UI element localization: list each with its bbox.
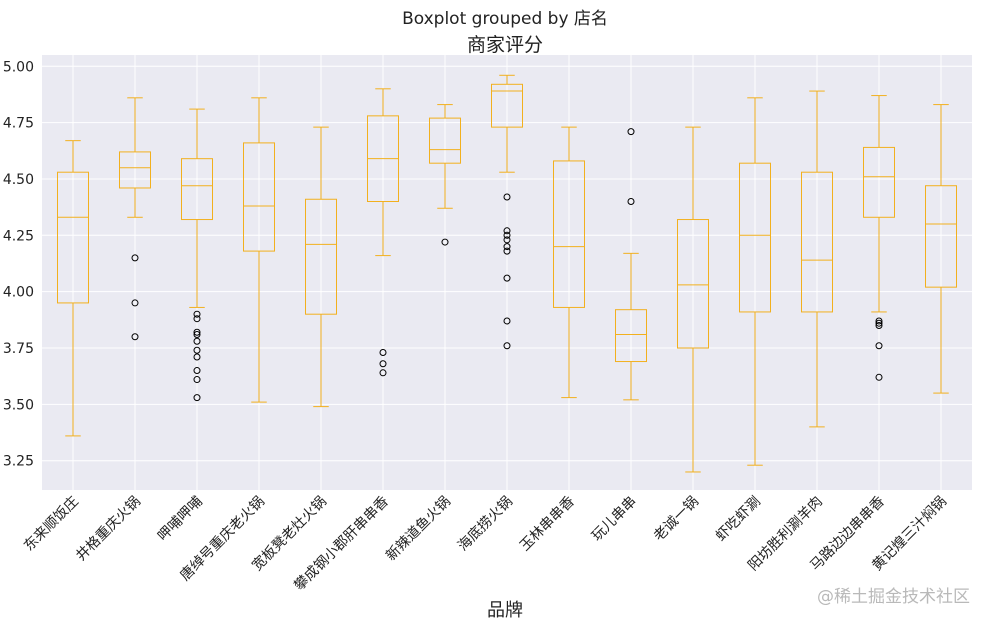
outlier-point	[193, 330, 201, 338]
x-tick-label: 东来顺饭庄	[20, 493, 82, 555]
outlier-point	[875, 317, 883, 325]
outlier-point	[875, 321, 883, 329]
outlier-point	[503, 231, 511, 239]
box-iqr	[925, 185, 957, 288]
box-3	[181, 108, 213, 402]
x-tick-label: 玉林串串香	[517, 494, 578, 555]
box-13	[801, 90, 833, 428]
box-5	[305, 126, 337, 408]
box-iqr	[119, 151, 151, 189]
box-iqr	[57, 171, 89, 304]
y-axis: 3.25 3.50 3.75 4.00 4.25 4.50 4.75 5.00	[3, 59, 34, 469]
box-iqr	[181, 158, 213, 221]
box-iqr	[801, 171, 833, 313]
outlier-point	[193, 394, 201, 402]
y-tick-label: 4.75	[3, 116, 34, 132]
box-10	[615, 128, 647, 401]
box-iqr	[863, 146, 895, 218]
outlier-point	[503, 317, 511, 325]
boxes	[57, 74, 957, 473]
box-9	[553, 126, 585, 399]
outlier-point	[875, 373, 883, 381]
outlier-point	[131, 254, 139, 262]
x-tick-label: 新辣道鱼火锅	[382, 493, 453, 564]
outlier-point	[131, 333, 139, 341]
box-iqr	[739, 162, 771, 313]
x-tick-label: 玩儿串串	[589, 494, 640, 545]
outlier-point	[503, 342, 511, 350]
box-15	[925, 104, 957, 394]
outlier-point	[379, 360, 387, 368]
y-tick-label: 3.75	[3, 341, 34, 357]
box-2	[119, 97, 151, 341]
box-iqr	[491, 83, 523, 128]
outlier-point	[627, 128, 635, 136]
x-tick-label: 老诚一锅	[651, 494, 702, 545]
box-iqr	[429, 117, 461, 164]
box-11	[677, 126, 709, 473]
watermark: @稀土掘金技术社区	[817, 587, 970, 607]
chart-suptitle: Boxplot grouped by 店名	[402, 9, 608, 29]
x-axis-label: 品牌	[487, 600, 523, 621]
y-tick-label: 5.00	[3, 59, 34, 75]
outlier-point	[193, 367, 201, 375]
outlier-point	[503, 243, 511, 251]
box-1	[57, 140, 89, 437]
outlier-point	[193, 315, 201, 323]
outlier-point	[503, 193, 511, 201]
box-7	[429, 104, 461, 246]
box-8	[491, 74, 523, 350]
outlier-point	[193, 353, 201, 361]
box-6	[367, 88, 399, 377]
outlier-point	[193, 328, 201, 336]
y-tick-label: 3.25	[3, 454, 34, 470]
outlier-point	[379, 369, 387, 377]
outlier-point	[503, 227, 511, 235]
outlier-point	[441, 238, 449, 246]
x-tick-label: 呷哺呷哺	[155, 494, 206, 545]
box-iqr	[243, 142, 275, 252]
outlier-point	[627, 198, 635, 206]
box-12	[739, 97, 771, 466]
box-4	[243, 97, 275, 403]
outlier-point	[875, 342, 883, 350]
outlier-point	[503, 274, 511, 282]
outlier-point	[193, 376, 201, 384]
outlier-point	[503, 247, 511, 255]
box-iqr	[553, 160, 585, 308]
outlier-point	[193, 310, 201, 318]
y-tick-label: 4.25	[3, 228, 34, 244]
box-iqr	[615, 309, 647, 363]
outlier-point	[503, 236, 511, 244]
box-iqr	[305, 198, 337, 315]
x-tick-label: 井格重庆火锅	[73, 494, 144, 565]
box-14	[863, 95, 895, 381]
x-tick-label: 海底捞火锅	[455, 494, 516, 555]
box-iqr	[677, 219, 709, 349]
outlier-point	[875, 319, 883, 327]
chart-title: 商家评分	[467, 34, 543, 56]
x-tick-label: 虾吃虾涮	[713, 494, 764, 545]
y-tick-label: 4.50	[3, 172, 34, 188]
y-tick-label: 3.50	[3, 397, 34, 413]
outlier-point	[193, 337, 201, 345]
outlier-point	[379, 349, 387, 357]
y-tick-label: 4.00	[3, 285, 34, 301]
outlier-point	[131, 299, 139, 307]
outlier-point	[193, 346, 201, 354]
